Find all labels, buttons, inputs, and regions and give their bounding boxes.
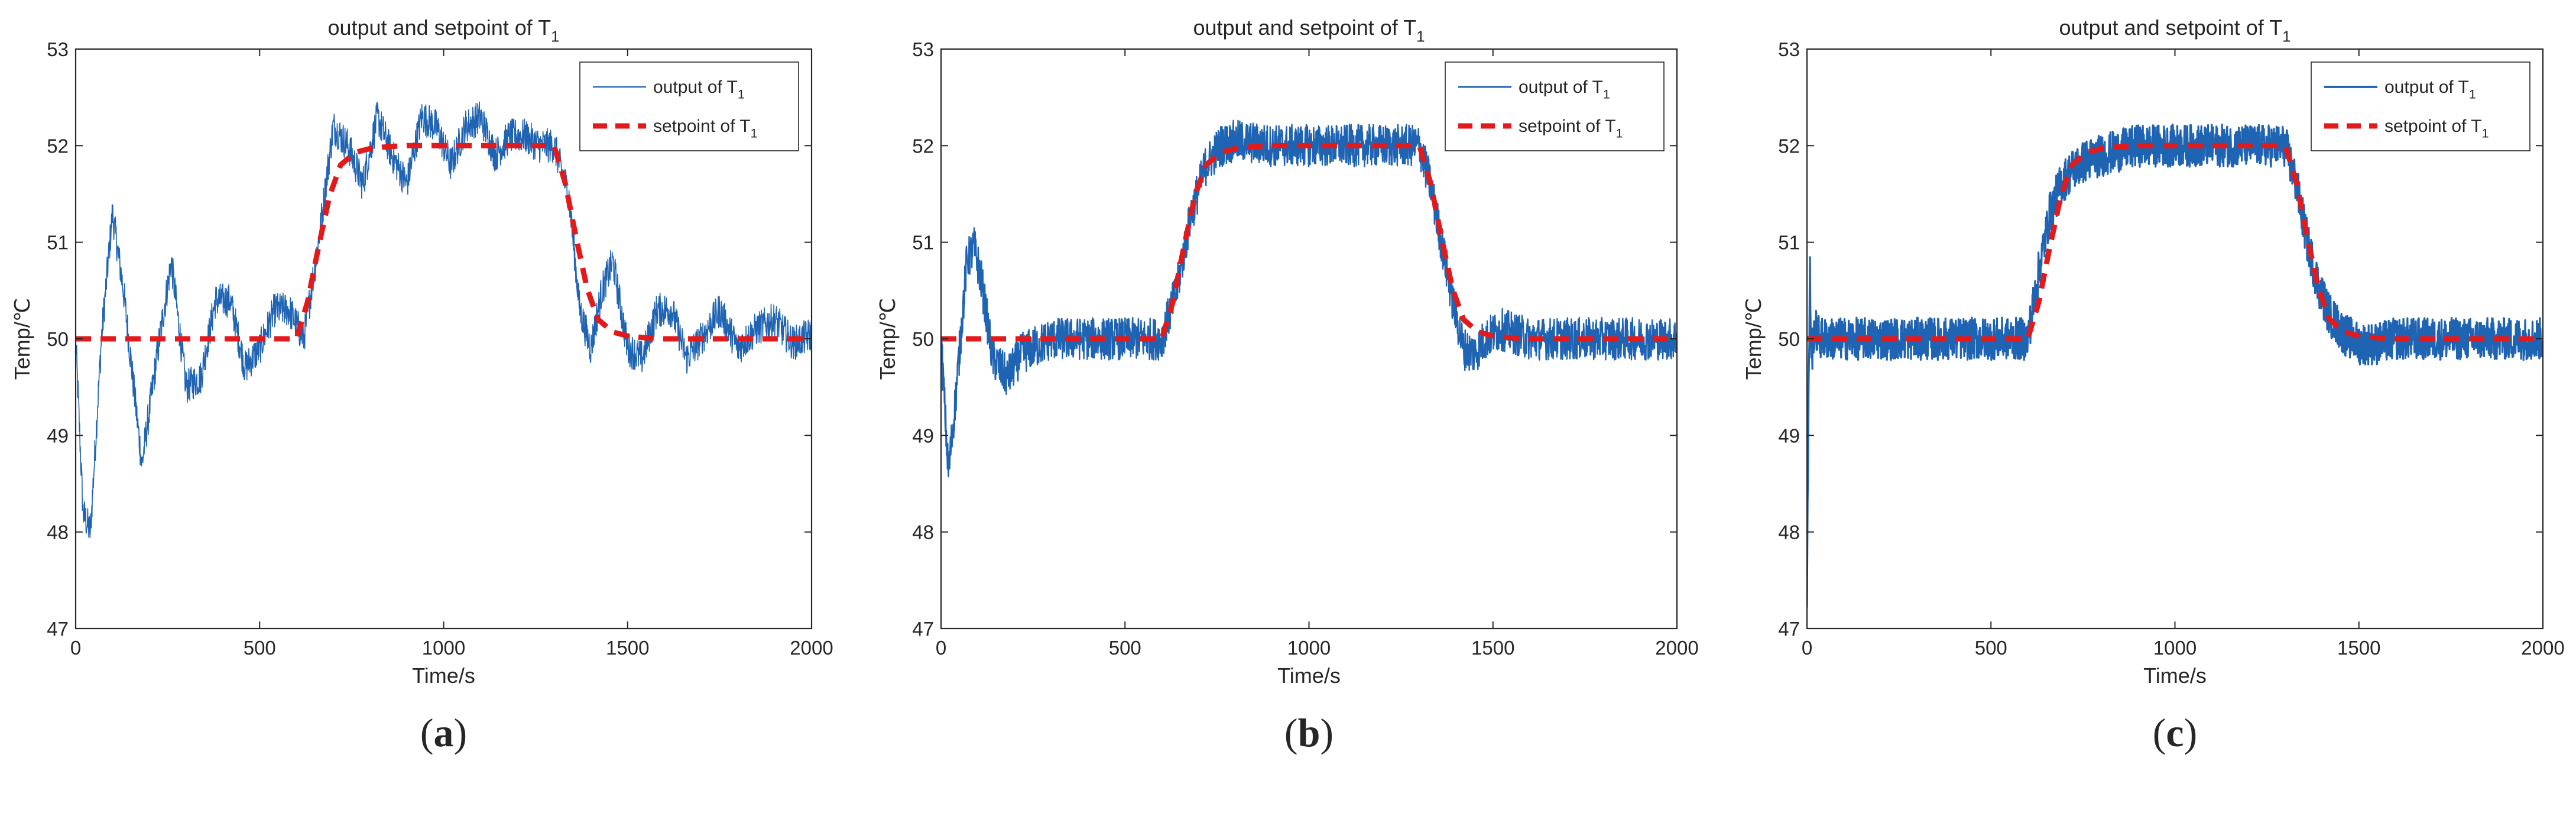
y-tick-label: 53 (1778, 38, 1800, 60)
x-tick-label: 1000 (422, 637, 465, 659)
panel-label: (b) (1284, 710, 1334, 755)
legend-box (2311, 61, 2530, 151)
chart-title-subscript: 1 (551, 29, 559, 46)
setpoint-series-line (1807, 143, 2543, 342)
legend-setpoint-label-main: setpoint of T (653, 116, 751, 136)
legend-setpoint-label-subscript: 1 (2482, 126, 2489, 141)
panel-label-open: ( (420, 710, 434, 755)
x-axis-label: Time/s (412, 663, 475, 688)
plot-series-group (76, 101, 812, 539)
legend-output-label-main: output of T (653, 77, 738, 97)
plot-series-group (941, 119, 1677, 478)
y-tick-label: 51 (912, 232, 934, 254)
y-tick-label: 47 (912, 618, 934, 640)
output-series-line (941, 119, 1677, 478)
legend-setpoint-label: setpoint of T1 (2384, 116, 2489, 141)
y-axis-label: Temp/℃ (10, 298, 34, 380)
panel-label-letter: c (2166, 710, 2184, 755)
panel-label-open: ( (1284, 710, 1298, 755)
legend-output-label-subscript: 1 (738, 87, 745, 102)
x-tick-label: 1500 (606, 637, 649, 659)
chart-title-main: output and setpoint of T (2059, 15, 2282, 40)
chart-panel-a: 0 500 1000 1500 2000 47 48 49 50 51 52 53 output and… (10, 15, 833, 755)
panel-label: (a) (420, 710, 467, 755)
chart-title: output and setpoint of T1 (327, 15, 559, 46)
y-tick-label: 49 (47, 425, 69, 446)
chart-title: output and setpoint of T1 (2059, 15, 2291, 46)
legend-setpoint-label: setpoint of T1 (1519, 116, 1623, 141)
x-axis-label: Time/s (2143, 663, 2207, 688)
panel-label: (c) (2153, 710, 2198, 755)
x-axis-label: Time/s (1277, 663, 1341, 688)
y-tick-label: 50 (1778, 328, 1800, 350)
legend-setpoint-label-subscript: 1 (751, 126, 758, 141)
y-tick-label: 53 (47, 38, 69, 60)
x-tick-label: 0 (70, 637, 81, 659)
legend-setpoint-label: setpoint of T1 (653, 116, 758, 141)
chart-title-subscript: 1 (2282, 29, 2291, 46)
legend-box (579, 61, 799, 151)
plot-series-group (1807, 124, 2543, 608)
legend-output-label: output of T1 (2384, 77, 2476, 102)
x-tick-label: 1500 (1471, 637, 1514, 659)
y-tick-label: 49 (1778, 425, 1800, 446)
y-tick-label: 50 (47, 328, 69, 350)
legend-output-label-subscript: 1 (1603, 87, 1610, 102)
panel-label-letter: a (434, 710, 454, 755)
panel-label-close: ) (1320, 710, 1334, 755)
panel-label-close: ) (454, 710, 468, 755)
y-tick-label: 48 (1778, 522, 1800, 543)
legend-output-label: output of T1 (653, 77, 745, 102)
y-tick-label: 47 (1778, 618, 1800, 640)
setpoint-series-line (941, 143, 1677, 342)
x-tick-label: 1000 (1287, 637, 1331, 659)
y-tick-label: 49 (912, 425, 934, 446)
y-tick-label: 52 (47, 135, 69, 157)
y-tick-label: 48 (47, 522, 69, 543)
x-tick-label: 1500 (2337, 637, 2380, 659)
legend-output-label-subscript: 1 (2469, 87, 2476, 102)
legend-setpoint-label-main: setpoint of T (1519, 116, 1616, 136)
y-tick-label: 52 (912, 135, 934, 157)
y-tick-label: 52 (1778, 135, 1800, 157)
y-tick-label: 53 (912, 38, 934, 60)
y-tick-label: 50 (912, 328, 934, 350)
panel-label-letter: b (1298, 710, 1321, 755)
x-tick-label: 500 (244, 637, 276, 659)
y-tick-label: 48 (912, 522, 934, 543)
x-tick-label: 500 (1975, 637, 2007, 659)
y-tick-label: 51 (1778, 232, 1800, 254)
chart-title-subscript: 1 (1416, 29, 1425, 46)
legend-output-label-main: output of T (2384, 77, 2469, 97)
chart-title-main: output and setpoint of T (327, 15, 551, 40)
legend-output-label: output of T1 (1519, 77, 1610, 102)
chart-title: output and setpoint of T1 (1193, 15, 1425, 46)
x-tick-label: 1000 (2153, 637, 2197, 659)
panel-label-close: ) (2184, 710, 2198, 755)
panel-label-open: ( (2153, 710, 2166, 755)
chart-title-main: output and setpoint of T (1193, 15, 1416, 40)
x-tick-label: 2000 (790, 637, 833, 659)
setpoint-series-line (76, 143, 812, 342)
legend-box (1445, 61, 1665, 151)
legend-setpoint-label-subscript: 1 (1616, 126, 1623, 141)
chart-panel-b: 0 500 1000 1500 2000 47 48 49 50 51 52 53 output and… (875, 15, 1699, 755)
x-tick-label: 0 (1802, 637, 1812, 659)
x-tick-label: 0 (936, 637, 946, 659)
x-tick-label: 2000 (2521, 637, 2564, 659)
legend-setpoint-label-main: setpoint of T (2384, 116, 2482, 136)
y-tick-label: 47 (47, 618, 69, 640)
chart-panel-c: 0 500 1000 1500 2000 47 48 49 50 51 52 53 output and… (1741, 15, 2565, 755)
y-axis-label: Temp/℃ (1741, 298, 1766, 380)
x-tick-label: 500 (1109, 637, 1141, 659)
x-tick-label: 2000 (1655, 637, 1698, 659)
y-axis-label: Temp/℃ (875, 298, 900, 380)
y-tick-label: 51 (47, 232, 69, 254)
legend-output-label-main: output of T (1519, 77, 1603, 97)
